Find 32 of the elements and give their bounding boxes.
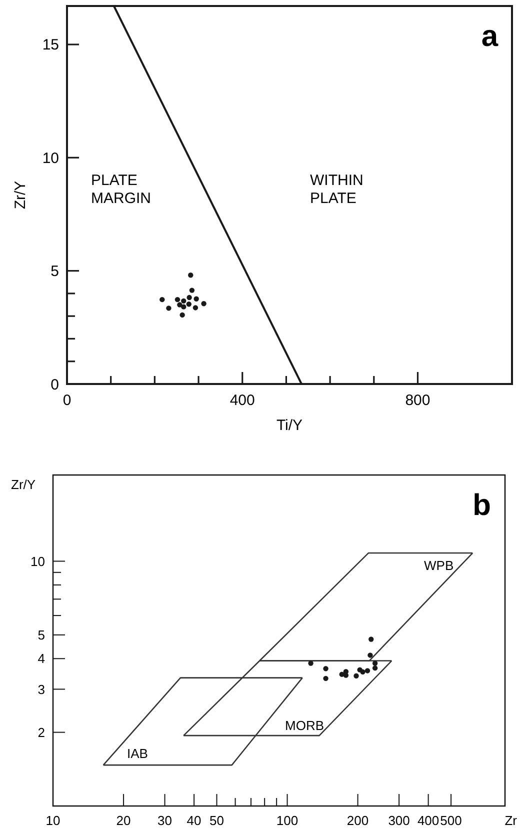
x-tick-label: 400 [230,392,255,409]
annotation: MORB [285,718,324,733]
y-tick-label: 2 [38,724,45,740]
y-tick-label: 10 [42,150,59,167]
y-tick-label: 0 [50,376,59,394]
annotation: b [472,489,491,522]
y-tick-label: 5 [50,263,59,280]
x-axis-title: Zr [504,813,518,828]
x-tick-label: 20 [116,813,131,828]
y-tick-label: 5 [38,627,45,642]
x-tick-label: 200 [346,813,369,828]
y-axis-title: Zr/Y [12,180,29,210]
y-tick-label: 10 [30,554,45,569]
y-tick-label: 4 [38,651,45,666]
x-tick-label: 500 [440,813,462,828]
x-axis-title: Ti/Y [276,417,303,434]
annotation: WPB [424,558,454,573]
annotation: a [481,20,498,53]
x-tick-label: 40 [186,813,202,828]
y-tick-label: 15 [42,36,59,54]
annotation: PLATE MARGIN [91,172,151,207]
x-tick-label: 50 [210,813,224,828]
x-tick-label: 30 [158,813,172,828]
y-axis-title: Zr/Y [11,477,36,492]
x-tick-label: 400 [417,813,440,828]
annotation: IAB [127,746,148,761]
x-tick-label: 100 [276,813,298,828]
annotation: WITHIN PLATE [310,172,364,207]
x-tick-label: 300 [388,813,410,828]
x-tick-label: 0 [62,392,72,409]
x-tick-label: 800 [405,392,430,409]
y-tick-label: 3 [38,682,45,697]
